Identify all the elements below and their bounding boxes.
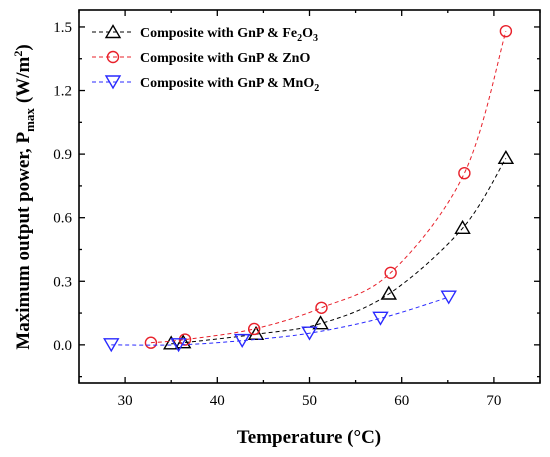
y-axis-title-main: Maximum output power, P bbox=[13, 132, 34, 350]
data-point-zno bbox=[144, 336, 158, 349]
data-point-mno2 bbox=[301, 326, 318, 341]
data-point-zno bbox=[458, 166, 471, 180]
series-line-fe2o3 bbox=[171, 158, 507, 345]
series-line-mno2 bbox=[111, 296, 449, 346]
legend-label-fe2o3: Composite with GnP & Fe2O3 bbox=[140, 26, 318, 44]
y-tick-label: 0.9 bbox=[53, 147, 72, 163]
data-point-fe2o3 bbox=[454, 219, 471, 234]
y-tick-label: 1.2 bbox=[53, 84, 72, 100]
data-point-fe2o3 bbox=[497, 149, 515, 165]
series-line-zno bbox=[150, 31, 507, 344]
legend-marker-fe2o3 bbox=[104, 24, 122, 39]
data-point-fe2o3 bbox=[162, 335, 180, 350]
data-point-mno2 bbox=[233, 333, 251, 349]
legend-label-fe2o3-pre: Composite with GnP & Fe bbox=[140, 26, 297, 41]
legend-marker-mno2 bbox=[104, 75, 122, 90]
data-point-mno2 bbox=[372, 311, 389, 326]
legend-item-mno2: Composite with GnP & MnO2 bbox=[92, 75, 319, 94]
data-point-mno2 bbox=[440, 290, 457, 305]
y-axis-title-unit-pre: (W/m bbox=[13, 56, 34, 103]
data-point-fe2o3 bbox=[312, 315, 329, 330]
y-tick-label: 0.3 bbox=[53, 274, 72, 290]
x-tick-label: 30 bbox=[118, 393, 133, 409]
legend: Composite with GnP & Fe2O3 Composite wit… bbox=[92, 24, 319, 94]
x-axis-title: Temperature (°C) bbox=[237, 427, 381, 448]
x-tick-label: 50 bbox=[302, 393, 317, 409]
y-axis-title-unit-post: ) bbox=[13, 44, 34, 50]
y-tick-label: 1.5 bbox=[53, 20, 72, 36]
x-tick-label: 70 bbox=[486, 393, 501, 409]
legend-label-mno2: Composite with GnP & MnO2 bbox=[140, 76, 319, 94]
legend-label-fe2o3-sub2: 3 bbox=[313, 33, 318, 44]
data-point-fe2o3 bbox=[247, 325, 265, 340]
y-axis-title-unit-sup: 2 bbox=[11, 51, 25, 57]
y-tick-label: 0.0 bbox=[53, 338, 72, 354]
data-point-fe2o3 bbox=[380, 285, 398, 300]
data-point-mno2 bbox=[103, 338, 120, 353]
legend-label-fe2o3-mid: O bbox=[302, 26, 313, 41]
y-tick-label: 0.6 bbox=[53, 211, 72, 227]
y-axis-title: Maximum output power, Pmax (W/m2) bbox=[11, 44, 37, 349]
legend-item-fe2o3: Composite with GnP & Fe2O3 bbox=[92, 24, 318, 44]
data-point-zno bbox=[384, 266, 397, 279]
legend-label-zno: Composite with GnP & ZnO bbox=[140, 51, 310, 66]
data-point-zno bbox=[315, 301, 328, 314]
x-tick-label: 60 bbox=[394, 393, 409, 409]
y-axis-title-sub: max bbox=[22, 108, 37, 132]
data-point-mno2 bbox=[170, 338, 187, 353]
legend-label-mno2-sub1: 2 bbox=[314, 83, 319, 94]
legend-marker-zno bbox=[106, 50, 120, 64]
legend-item-zno: Composite with GnP & ZnO bbox=[92, 50, 310, 66]
x-tick-label: 40 bbox=[210, 393, 225, 409]
series-layer bbox=[103, 24, 515, 353]
data-point-zno bbox=[499, 24, 513, 38]
axis-ticks: 30 40 50 60 70 0.0 0.3 0.6 0.9 1.2 1.5 bbox=[53, 10, 541, 409]
legend-label-fe2o3-sub1: 2 bbox=[297, 33, 302, 44]
data-point-zno bbox=[247, 322, 261, 336]
legend-label-mno2-pre: Composite with GnP & MnO bbox=[140, 76, 314, 91]
